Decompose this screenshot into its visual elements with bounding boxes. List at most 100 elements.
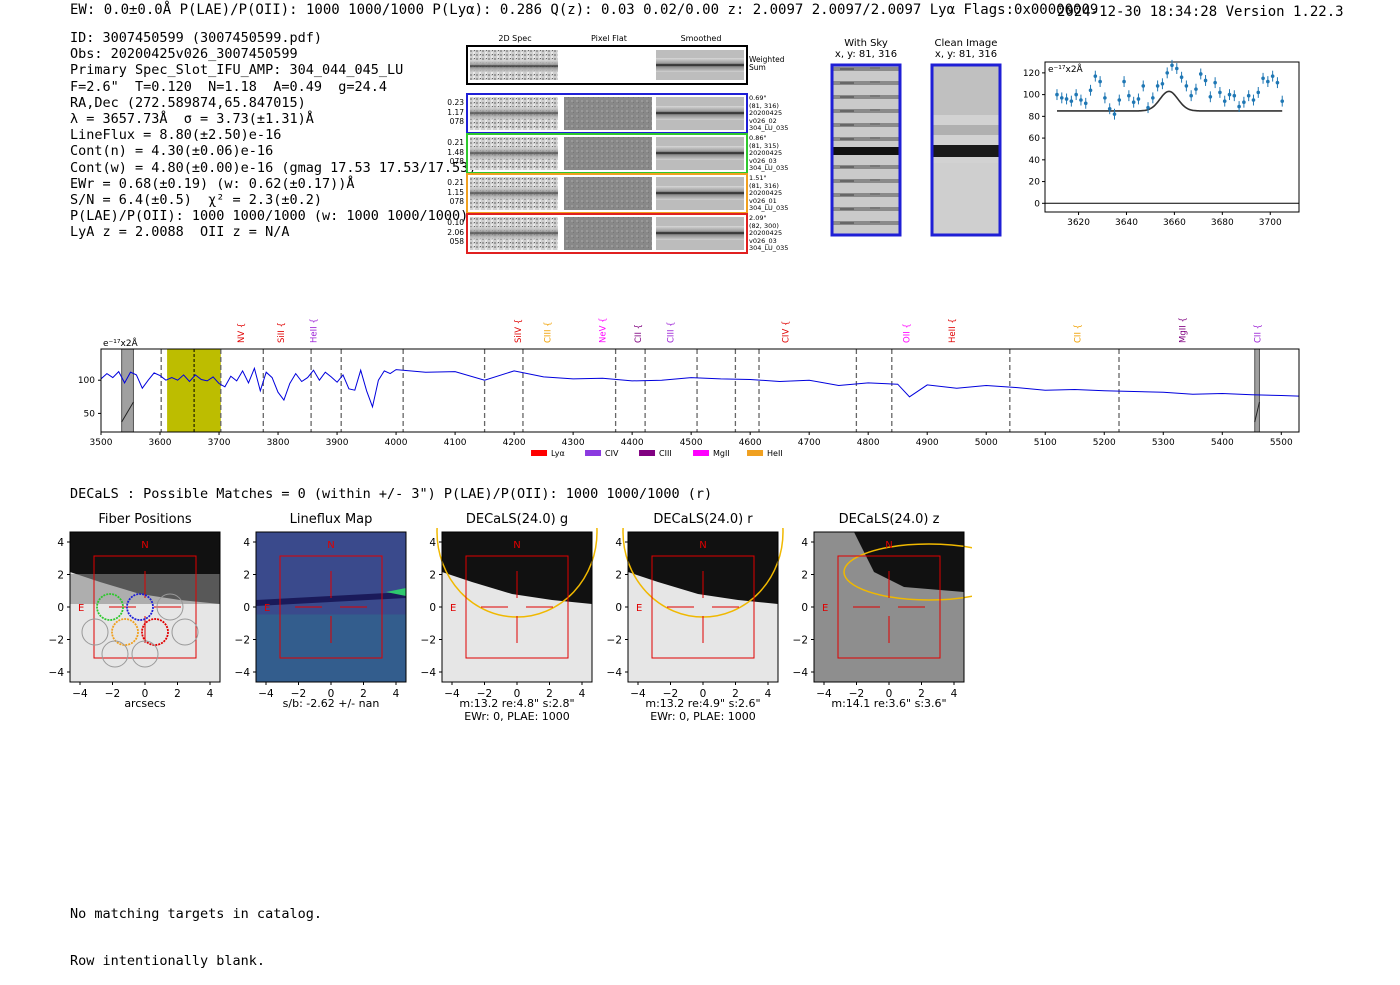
- fit-point: [1222, 99, 1227, 103]
- spectrum-ytick: 100: [78, 376, 95, 386]
- panel-ytick: −2: [49, 635, 64, 647]
- panel-caption: m:13.2 re:4.9" s:2.6": [645, 697, 761, 710]
- fit-point: [1083, 101, 1088, 106]
- panel-xtick: −4: [258, 688, 274, 700]
- legend-label: CIV: [605, 449, 619, 458]
- decals-summary-line: DECaLS : Possible Matches = 0 (within +/…: [70, 486, 713, 502]
- panel-ytick: 4: [801, 537, 808, 549]
- fit-plot-frame: [1044, 61, 1300, 213]
- fit-point: [1189, 93, 1193, 98]
- fit-point: [1246, 93, 1251, 98]
- col-title-smoothed: Smoothed: [680, 34, 722, 43]
- info-line: RA,Dec (272.589874,65.847015): [70, 94, 306, 111]
- fit-ytick: 100: [1023, 91, 1040, 101]
- col-title-pixel-flat: Pixel Flat: [591, 34, 627, 43]
- fiber-spectra-svg: [466, 45, 748, 254]
- emission-line-label: CII {: [1254, 324, 1264, 343]
- compass-e: E: [264, 603, 270, 614]
- fit-point: [1261, 76, 1265, 81]
- compass-e: E: [636, 603, 642, 614]
- fit-point: [1218, 90, 1222, 95]
- panel-xtick: −2: [849, 688, 864, 700]
- fiber-circle: [81, 618, 109, 646]
- emission-line-label: CIII {: [666, 321, 676, 343]
- decals-panel-4: N E 4 2 0 −2 −4 −4 −2 0 2 4: [793, 531, 972, 700]
- emission-line-label: CIV {: [782, 321, 792, 343]
- fiber-row-info: 1.51" (81, 316) 20200425 v026_01 304_LU_…: [749, 174, 789, 212]
- info-line: LineFlux = 8.80(±2.50)e-16: [70, 127, 282, 144]
- decals-panel-1: N E 4 2 0 −2 −4 −4 −2 0 2 4: [235, 531, 407, 700]
- panel-ytick: −4: [421, 667, 437, 679]
- spectrum-ylabel: e⁻¹⁷x2Å: [103, 337, 139, 349]
- panel-ytick: 2: [801, 570, 808, 582]
- decals-panel-title: DECaLS(24.0) g: [465, 512, 569, 527]
- panel-xtick: −2: [105, 688, 120, 700]
- fit-xtick: 3640: [1115, 218, 1138, 228]
- fiber-row-info: 0.86" (81, 315) 20200425 v026_03 304_LU_…: [749, 134, 789, 172]
- fit-point: [1122, 79, 1126, 84]
- info-line: Obs: 20200425v026_3007450599: [70, 46, 298, 63]
- info-line: ID: 3007450599 (3007450599.pdf): [70, 30, 322, 46]
- panel-ytick: −2: [235, 635, 250, 647]
- fit-point: [1136, 97, 1141, 101]
- panel-xtick: 0: [514, 688, 521, 700]
- panel-ytick: −4: [607, 667, 623, 679]
- detection-info-block: ID: 3007450599 (3007450599.pdf) Obs: 2020…: [70, 30, 476, 240]
- panel-xtick: 4: [951, 688, 958, 700]
- info-line: LyA z = 2.0088 OII z = N/A: [70, 224, 290, 241]
- panel-xtick: 2: [732, 688, 739, 700]
- legend-swatch: [747, 450, 764, 456]
- full-spectrum-plot: e⁻¹⁷x2Å 50 100 3500 3600 3700 3800 3900 4000 4100…: [78, 317, 1300, 458]
- emission-line-label: NV {: [237, 323, 247, 343]
- spectrum-xtick: 5100: [1034, 438, 1057, 448]
- fiber-pixel-flat: [564, 97, 652, 130]
- fit-point: [1179, 75, 1184, 80]
- panel-ytick: −2: [421, 635, 436, 647]
- info-line: Cont(n) = 4.30(±0.06)e-16: [70, 143, 274, 160]
- fiber-row-stats: 0.21 1.48 078: [447, 138, 464, 166]
- panel-xtick: 4: [207, 688, 214, 700]
- aperture-box: [279, 555, 383, 659]
- fit-point: [1151, 96, 1155, 100]
- panel-ytick: 4: [615, 537, 622, 549]
- emission-line-label: CIII {: [544, 321, 554, 343]
- fit-point: [1127, 93, 1131, 98]
- spectrum-xtick: 4200: [503, 438, 526, 448]
- compass-n: N: [513, 540, 520, 551]
- spectrum-xtick: 4000: [385, 438, 408, 448]
- spectrum-frame: [100, 348, 1300, 433]
- spectrum-xtick: 5400: [1211, 438, 1234, 448]
- fit-point: [1088, 88, 1093, 93]
- spectrum-xtick: 4400: [621, 438, 644, 448]
- catalog-footer: No matching targets in catalog. Row inte…: [70, 876, 322, 985]
- compass-n: N: [699, 540, 706, 551]
- decals-panel-2: N E 4 2 0 −2 −4 −4 −2 0 2 4: [421, 528, 598, 700]
- panel-xtick: 2: [546, 688, 553, 700]
- legend-swatch: [693, 450, 710, 456]
- panel-ytick: −4: [49, 667, 65, 679]
- fit-point: [1198, 72, 1203, 76]
- panel-caption: m:14.1 re:3.6" s:3.6": [831, 697, 947, 710]
- panel-xtick: −2: [663, 688, 678, 700]
- spectrum-xtick: 3900: [326, 438, 349, 448]
- panel-ytick: 2: [243, 570, 250, 582]
- fiber-circle: [141, 618, 169, 646]
- emission-line-label: SiIV {: [514, 319, 524, 343]
- info-line: λ = 3657.73Å σ = 3.73(±1.31)Å: [70, 110, 314, 127]
- fit-point: [1107, 106, 1112, 111]
- fiber-circle: [126, 593, 154, 621]
- fiber-circle: [131, 640, 159, 668]
- fit-curve: [1057, 90, 1283, 112]
- legend-label: MgII: [713, 449, 730, 458]
- fit-point: [1266, 79, 1270, 84]
- aperture-box: [93, 555, 197, 659]
- decals-panel-title: Fiber Positions: [98, 512, 192, 527]
- spectrum-xtick: 4900: [916, 438, 939, 448]
- fiber-pixel-flat: [564, 177, 652, 210]
- fit-point: [1174, 66, 1179, 71]
- fiber-row-info: 0.69" (81, 316) 20200425 v026_02 304_LU_…: [749, 94, 789, 132]
- fit-ytick: 120: [1023, 69, 1040, 79]
- panel-ytick: 4: [57, 537, 64, 549]
- spectrum-line: [100, 366, 1300, 409]
- fit-point: [1194, 87, 1198, 91]
